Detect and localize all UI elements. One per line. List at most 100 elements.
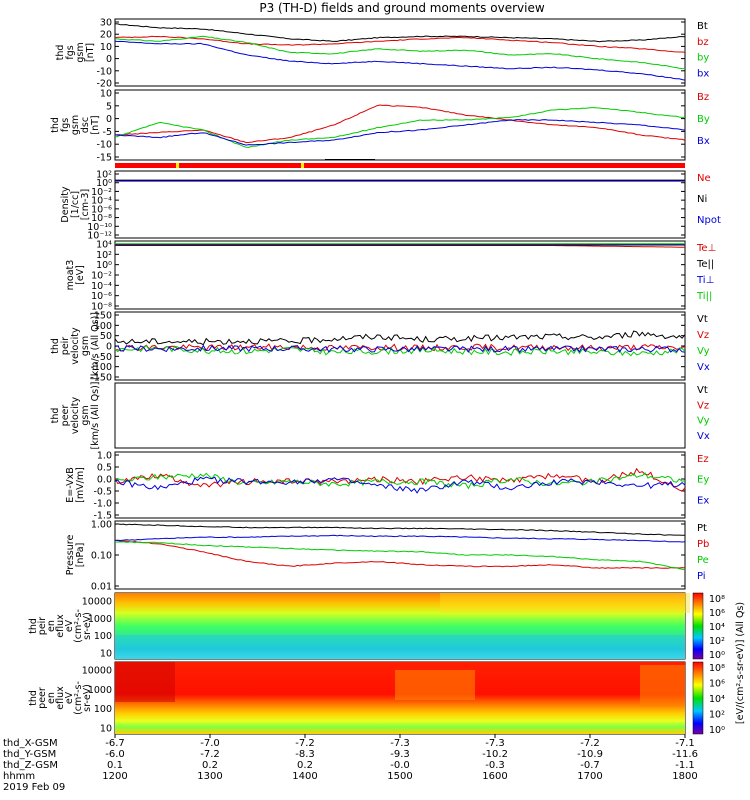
aux-row-value: 0.1 bbox=[107, 760, 123, 771]
legend-bx: bx bbox=[697, 68, 709, 79]
y-axis-label-line: peer bbox=[37, 687, 48, 709]
legend-Ti||: Ti|| bbox=[696, 291, 712, 302]
y-axis-label-line: eflux bbox=[55, 614, 66, 638]
y-axis-label-line: peer bbox=[60, 405, 71, 427]
x-tick-label: 1600 bbox=[482, 771, 507, 782]
aux-row-value: -10.2 bbox=[482, 749, 508, 760]
aux-row-value: 0.2 bbox=[202, 760, 218, 771]
y-tick-label: 10² bbox=[96, 170, 112, 181]
y-axis-label: thd fgs gsm dsc [nT] bbox=[50, 115, 101, 135]
y-tick-label: 100 bbox=[94, 704, 112, 715]
series-Bz bbox=[114, 104, 686, 144]
y-axis-label-line: (cm²-s- bbox=[73, 681, 84, 715]
aux-row-value: -0.0 bbox=[390, 760, 410, 771]
y-axis-label-line: peir bbox=[60, 337, 71, 356]
y-tick-label: 20 bbox=[100, 30, 112, 41]
aux-row-name: thd_Y-GSM bbox=[3, 749, 56, 760]
y-tick-label: 10 bbox=[100, 42, 112, 53]
legend-Bt: Bt bbox=[697, 21, 708, 32]
y-tick-label: 1.00 bbox=[91, 520, 112, 531]
legend-By: By bbox=[697, 114, 710, 125]
y-tick-label: 100 bbox=[94, 631, 112, 642]
y-tick-label: 0.01 bbox=[91, 582, 112, 593]
panel-7: 1.00.50.0-0.5-1.0-1.5 E=-VxB [mV/m] Ez Ey Ex bbox=[65, 451, 709, 522]
y-axis-label-line: [1/cc] bbox=[70, 191, 81, 218]
y-tick-label: -20 bbox=[96, 79, 112, 90]
y-tick-label: 10⁻² bbox=[91, 187, 112, 198]
y-axis-label-line: [km/s (All Qs)] bbox=[90, 382, 101, 450]
aux-row-value: -6.0 bbox=[105, 749, 125, 760]
y-tick-label: 10⁻⁴ bbox=[91, 196, 112, 207]
y-axis-label-line: peir bbox=[37, 617, 48, 636]
legend-bz: bz bbox=[697, 37, 709, 48]
y-tick-label: 1.0 bbox=[97, 451, 112, 462]
legend-Bz: Bz bbox=[697, 92, 709, 103]
legend-Npot: Npot bbox=[697, 215, 721, 226]
aux-row-value: -10.9 bbox=[577, 749, 603, 760]
y-axis-label-line: eV bbox=[64, 691, 75, 704]
x-tick-label: 1400 bbox=[292, 771, 317, 782]
quality-flag-bar bbox=[115, 159, 685, 168]
y-tick-label: 10⁻¹² bbox=[87, 231, 112, 242]
panel-frame bbox=[114, 520, 686, 590]
y-axis-label-line: E=-VxB bbox=[65, 467, 76, 502]
y-tick-label: 0.5 bbox=[97, 463, 112, 474]
y-axis-label-line: fgs bbox=[65, 45, 76, 59]
colorbar-tick-label: 10⁰ bbox=[709, 650, 725, 661]
aux-row-value: -0.7 bbox=[580, 760, 600, 771]
series-Bt bbox=[114, 23, 686, 43]
y-tick-label: 10⁴ bbox=[96, 240, 112, 251]
y-tick-label: 50 bbox=[100, 331, 112, 342]
y-axis-label-line: moat3 bbox=[65, 260, 76, 291]
y-axis-label-line: [km/s (All Qs)] bbox=[90, 312, 101, 380]
colorbar-tick-label: 10⁴ bbox=[709, 622, 725, 633]
legend-Ez: Ez bbox=[697, 454, 709, 465]
series-Vt bbox=[114, 330, 686, 346]
chart-title: P3 (TH-D) fields and ground moments over… bbox=[259, 1, 544, 15]
legend-Pe: Pe bbox=[697, 555, 709, 566]
legend-Pb: Pb bbox=[697, 539, 709, 550]
aux-row-value: -6.7 bbox=[105, 738, 125, 749]
legend-Ne: Ne bbox=[697, 173, 711, 184]
aux-row-value: -7.2 bbox=[295, 738, 315, 749]
panel-3: 10²10⁰10⁻²10⁻⁴10⁻⁶10⁻⁸10⁻¹⁰10⁻¹²Density[… bbox=[60, 170, 721, 242]
x-axis-footer: thd_X-GSM -6.7 -7.0 -7.2 -7.3 -7.3 -7.2 -7.1thd… bbox=[3, 734, 698, 793]
series-Pb bbox=[114, 539, 686, 569]
y-axis-label-line: [eV] bbox=[75, 265, 86, 285]
series-By bbox=[114, 107, 686, 148]
y-axis-label-line: thd bbox=[55, 45, 66, 61]
y-axis-label-line: thd bbox=[50, 408, 61, 424]
colorbar-tick-label: 10⁴ bbox=[709, 694, 725, 705]
aux-row-value: -1.1 bbox=[675, 760, 695, 771]
colorbar-tick-label: 10⁶ bbox=[709, 608, 725, 619]
y-tick-label: 10⁰ bbox=[96, 178, 112, 189]
y-axis-label-line: dsc bbox=[80, 117, 91, 133]
aux-row-value: -7.3 bbox=[485, 738, 505, 749]
legend-Pi: Pi bbox=[697, 571, 706, 582]
y-tick-label: 5 bbox=[106, 101, 112, 112]
y-axis-label-line: velocity bbox=[70, 397, 81, 435]
y-tick-label: 10⁻⁶ bbox=[91, 204, 112, 215]
y-axis-label-line: eflux bbox=[55, 686, 66, 710]
x-tick-label: 1800 bbox=[672, 771, 697, 782]
y-tick-label: -1.5 bbox=[93, 511, 112, 522]
y-axis-label-line: en bbox=[46, 692, 57, 704]
aux-row-value: -7.0 bbox=[200, 738, 220, 749]
y-tick-label: 10000 bbox=[82, 597, 112, 608]
y-tick-label: 100 bbox=[94, 321, 112, 332]
y-tick-label: 150 bbox=[94, 311, 112, 322]
y-tick-label: -100 bbox=[90, 362, 112, 373]
x-axis-label: hhmm bbox=[3, 771, 35, 782]
y-tick-label: -5 bbox=[103, 127, 112, 138]
y-axis-label-line: (cm²-s- bbox=[73, 609, 84, 643]
series-Ey bbox=[114, 472, 686, 490]
y-tick-label: 10⁻⁸ bbox=[91, 213, 112, 224]
aux-row-name: thd_X-GSM bbox=[3, 738, 58, 749]
y-tick-label: 10 bbox=[100, 724, 112, 735]
aux-row-value: -9.3 bbox=[390, 749, 410, 760]
y-tick-label: -10 bbox=[96, 140, 112, 151]
series-Ex bbox=[114, 476, 686, 494]
